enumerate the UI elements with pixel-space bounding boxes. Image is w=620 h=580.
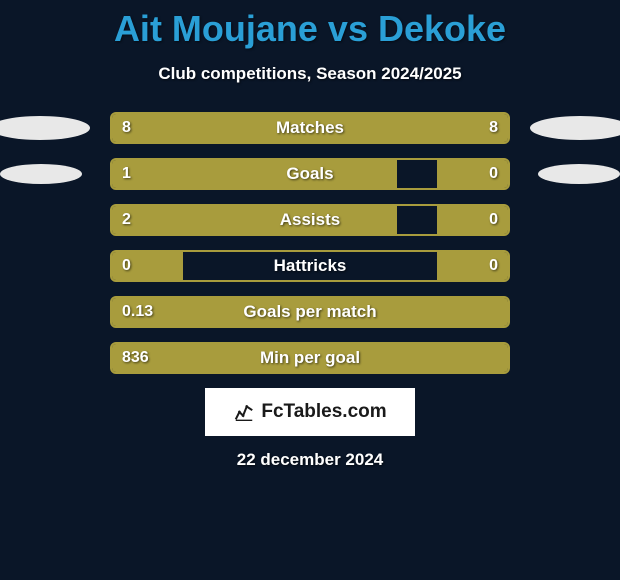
stat-bar-left: 8 bbox=[112, 114, 310, 142]
stat-value-left: 2 bbox=[122, 211, 131, 229]
stat-bar-left: 1 bbox=[112, 160, 397, 188]
stat-bar-left: 0 bbox=[112, 252, 183, 280]
stat-bar-right: 0 bbox=[437, 252, 508, 280]
stat-bar-gap bbox=[397, 206, 437, 234]
stat-bar-gap bbox=[397, 160, 437, 188]
stat-bar: 10Goals bbox=[110, 158, 510, 190]
player-avatar-left bbox=[0, 164, 82, 184]
player-avatar-left bbox=[0, 116, 90, 140]
stat-value-left: 0.13 bbox=[122, 303, 153, 321]
stat-row: 00Hattricks bbox=[110, 250, 510, 282]
stat-bar-left: 836 bbox=[112, 344, 508, 372]
stat-value-left: 836 bbox=[122, 349, 149, 367]
stat-bar-left: 0.13 bbox=[112, 298, 508, 326]
stat-bar-gap bbox=[183, 252, 436, 280]
date-text: 22 december 2024 bbox=[0, 450, 620, 470]
stat-value-right: 0 bbox=[489, 211, 498, 229]
player-avatar-right bbox=[538, 164, 620, 184]
subtitle: Club competitions, Season 2024/2025 bbox=[0, 64, 620, 84]
stat-bar-right: 0 bbox=[437, 206, 508, 234]
stat-value-left: 0 bbox=[122, 257, 131, 275]
stat-bar-right: 8 bbox=[310, 114, 508, 142]
logo-box: FcTables.com bbox=[205, 388, 415, 436]
stat-row: 836Min per goal bbox=[110, 342, 510, 374]
chart-icon bbox=[233, 401, 255, 423]
stat-bar: 00Hattricks bbox=[110, 250, 510, 282]
stat-row: 88Matches bbox=[110, 112, 510, 144]
stat-row: 10Goals bbox=[110, 158, 510, 190]
stat-bar: 836Min per goal bbox=[110, 342, 510, 374]
stat-value-left: 8 bbox=[122, 119, 131, 137]
stat-value-left: 1 bbox=[122, 165, 131, 183]
stat-bar-left: 2 bbox=[112, 206, 397, 234]
stat-row: 0.13Goals per match bbox=[110, 296, 510, 328]
stat-bar: 20Assists bbox=[110, 204, 510, 236]
stat-value-right: 0 bbox=[489, 165, 498, 183]
stat-bar: 88Matches bbox=[110, 112, 510, 144]
stat-value-right: 0 bbox=[489, 257, 498, 275]
page-title: Ait Moujane vs Dekoke bbox=[0, 0, 620, 50]
stat-bar: 0.13Goals per match bbox=[110, 296, 510, 328]
stat-bar-right: 0 bbox=[437, 160, 508, 188]
stat-value-right: 8 bbox=[489, 119, 498, 137]
stat-row: 20Assists bbox=[110, 204, 510, 236]
stats-container: 88Matches10Goals20Assists00Hattricks0.13… bbox=[110, 112, 510, 374]
player-avatar-right bbox=[530, 116, 620, 140]
logo-text: FcTables.com bbox=[261, 401, 386, 423]
